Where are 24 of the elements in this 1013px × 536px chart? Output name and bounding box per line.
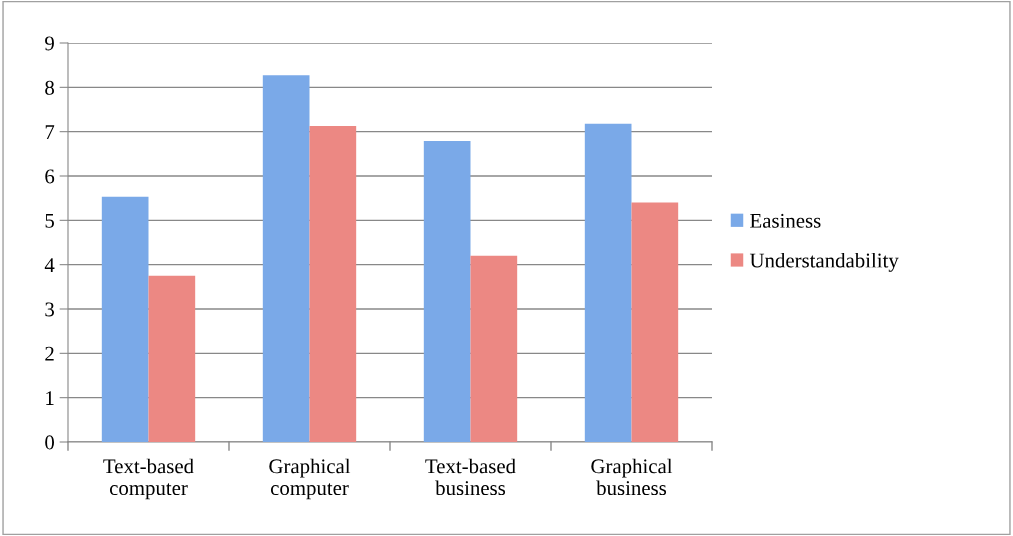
x-tick-label: Text-based computer <box>103 458 194 500</box>
x-tick-label: Text-based business <box>425 458 516 496</box>
bar <box>262 75 310 442</box>
y-tick-label: 1 <box>46 391 54 405</box>
y-tick-label: 8 <box>45 80 55 95</box>
legend-label: Understandability <box>749 252 899 272</box>
bar <box>470 255 518 442</box>
bar <box>631 202 679 442</box>
bar <box>584 123 632 442</box>
y-tick-label: 4 <box>44 258 55 272</box>
y-tick-label: 2 <box>45 346 54 361</box>
y-tick-label: 6 <box>45 169 55 184</box>
legend-label: Easiness <box>750 213 821 228</box>
y-tick-label: 3 <box>45 302 54 317</box>
x-tick-label: Graphical business <box>591 458 673 496</box>
y-tick-label: 0 <box>45 435 55 450</box>
bar <box>309 125 357 442</box>
y-tick-label: 9 <box>45 36 54 51</box>
y-tick-label: 7 <box>45 125 55 139</box>
bar <box>101 196 149 442</box>
y-tick-label: 5 <box>45 213 54 228</box>
x-tick-label: Graphical computer <box>269 458 351 500</box>
bar <box>423 140 471 442</box>
bar <box>148 275 196 442</box>
